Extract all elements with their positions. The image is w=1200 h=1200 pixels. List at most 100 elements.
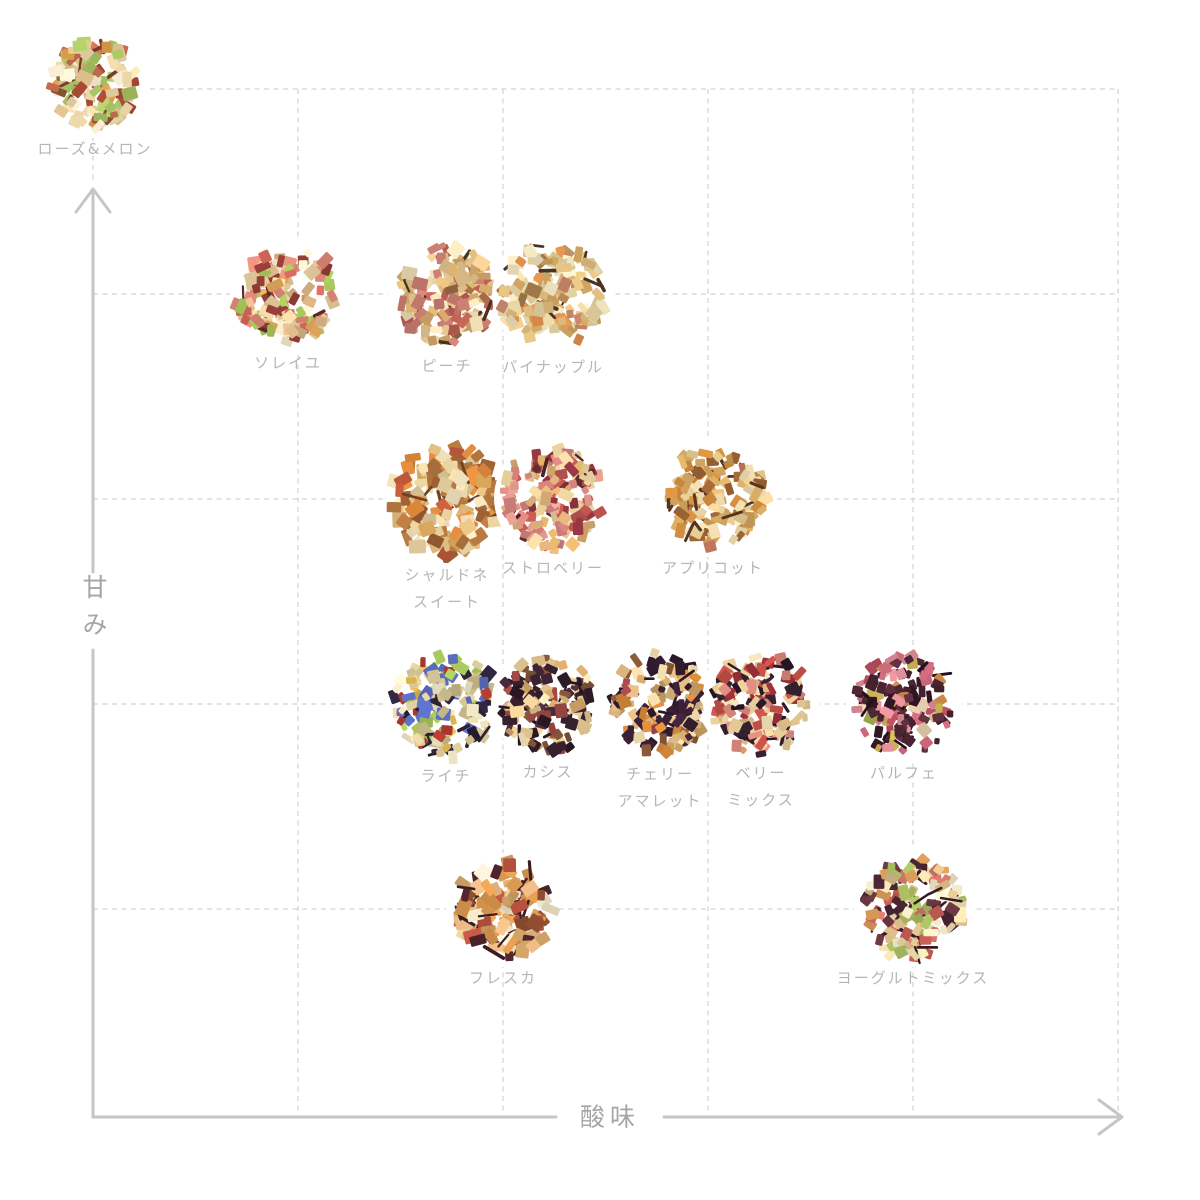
fruit-chip [509, 705, 525, 719]
fruit-chip [482, 927, 499, 945]
fruit-chip [295, 306, 307, 318]
fruit-chip [503, 497, 517, 512]
tea-label-yogurt-mix: ヨーグルトミックス [837, 969, 990, 987]
fruit-chip [584, 710, 592, 723]
fruit-chip [404, 452, 421, 463]
tea-label-apricot: アプリコット [662, 559, 764, 577]
fruit-chip [469, 273, 479, 284]
fruit-chip [760, 673, 775, 687]
fruit-chip [551, 687, 558, 703]
fruit-chip [507, 264, 519, 275]
fruit-chip [436, 749, 444, 758]
fruit-chip [454, 271, 472, 288]
fruit-chip [649, 647, 660, 658]
fruit-chip [461, 444, 477, 459]
fruit-chip [554, 503, 566, 519]
fruit-chip [490, 864, 503, 880]
tea-blend-lychee [386, 645, 506, 765]
fruit-chip [581, 257, 597, 270]
fruit-chip [509, 686, 525, 700]
fruit-chip [472, 660, 484, 670]
fruit-chip [316, 285, 325, 296]
fruit-chip [678, 699, 685, 712]
fruit-chip [442, 742, 452, 753]
fruit-chip [595, 298, 611, 316]
fruit-chip [918, 870, 931, 883]
fruit-chip [568, 479, 578, 489]
fruit-chip [477, 913, 498, 918]
fruit-chip [276, 254, 285, 268]
fruit-chip [897, 884, 911, 901]
fruit-chip [481, 904, 494, 917]
fruit-chip [454, 897, 473, 918]
fruit-chip [476, 473, 492, 489]
fruit-chip [433, 514, 446, 526]
fruit-chip [284, 269, 297, 279]
tea-blend-fresca [446, 853, 561, 967]
tea-label-parfait: パルフェ [870, 764, 938, 782]
fruit-chip [316, 252, 334, 270]
fruit-chip [526, 532, 543, 550]
fruit-chip [683, 717, 699, 733]
tea-label-rose-melon: ローズ&メロン [38, 140, 153, 158]
fruit-chip [449, 447, 465, 458]
fruit-chip [437, 309, 450, 322]
fruit-chip [457, 282, 468, 293]
fruit-chip [749, 696, 760, 708]
fruit-chip [917, 661, 929, 673]
fruit-chip [473, 863, 495, 885]
fruit-chip [718, 683, 732, 696]
fruit-chip [903, 693, 914, 703]
fruit-chip [563, 741, 575, 753]
fruit-chip [432, 729, 446, 743]
fruit-chip [755, 698, 767, 710]
fruit-chip [559, 689, 571, 698]
fruit-chip [477, 463, 492, 478]
fruit-chip [558, 520, 570, 533]
fruit-chip [549, 474, 560, 485]
fruit-chip [413, 308, 427, 320]
fruit-chip [427, 243, 441, 255]
fruit-chip [68, 114, 83, 129]
fruit-chip [538, 693, 550, 705]
fruit-chip [396, 279, 406, 290]
fruit-chip [400, 265, 418, 281]
fruit-chip [267, 324, 275, 337]
fruit-chip [456, 885, 476, 891]
fruit-chip [498, 705, 513, 710]
fruit-chip [887, 862, 896, 875]
fruit-chip [502, 896, 511, 906]
fruit-chip [436, 476, 453, 494]
fruit-chip [505, 728, 514, 736]
fruit-chip [655, 685, 666, 699]
fruit-chip [863, 918, 878, 931]
fruit-chip [733, 471, 741, 482]
fruit-chip [404, 323, 417, 334]
fruit-chip [894, 727, 902, 737]
fruit-chip [295, 316, 309, 324]
fruit-chip [874, 744, 882, 752]
fruit-chip [459, 915, 476, 927]
fruit-chip [426, 251, 438, 262]
fruit-chip [524, 282, 543, 299]
fruit-chip [573, 333, 585, 346]
fruit-chip [509, 482, 519, 491]
fruit-chip [298, 260, 308, 270]
fruit-chip [685, 733, 693, 741]
fruit-chip [647, 692, 661, 707]
fruit-chip [483, 492, 496, 507]
fruit-chip [469, 933, 487, 947]
fruit-chip [256, 276, 265, 287]
fruit-chip [695, 458, 706, 468]
fruit-chip [865, 908, 880, 921]
fruit-chip [557, 660, 568, 671]
fruit-chip [555, 245, 566, 255]
fruit-chip [302, 295, 317, 308]
y-axis-label: 甘み [79, 574, 108, 648]
fruit-chip [584, 687, 595, 704]
fruit-chip [490, 881, 503, 897]
fruit-chip [591, 287, 605, 301]
fruit-chip [576, 664, 589, 677]
fruit-chip [112, 49, 125, 60]
